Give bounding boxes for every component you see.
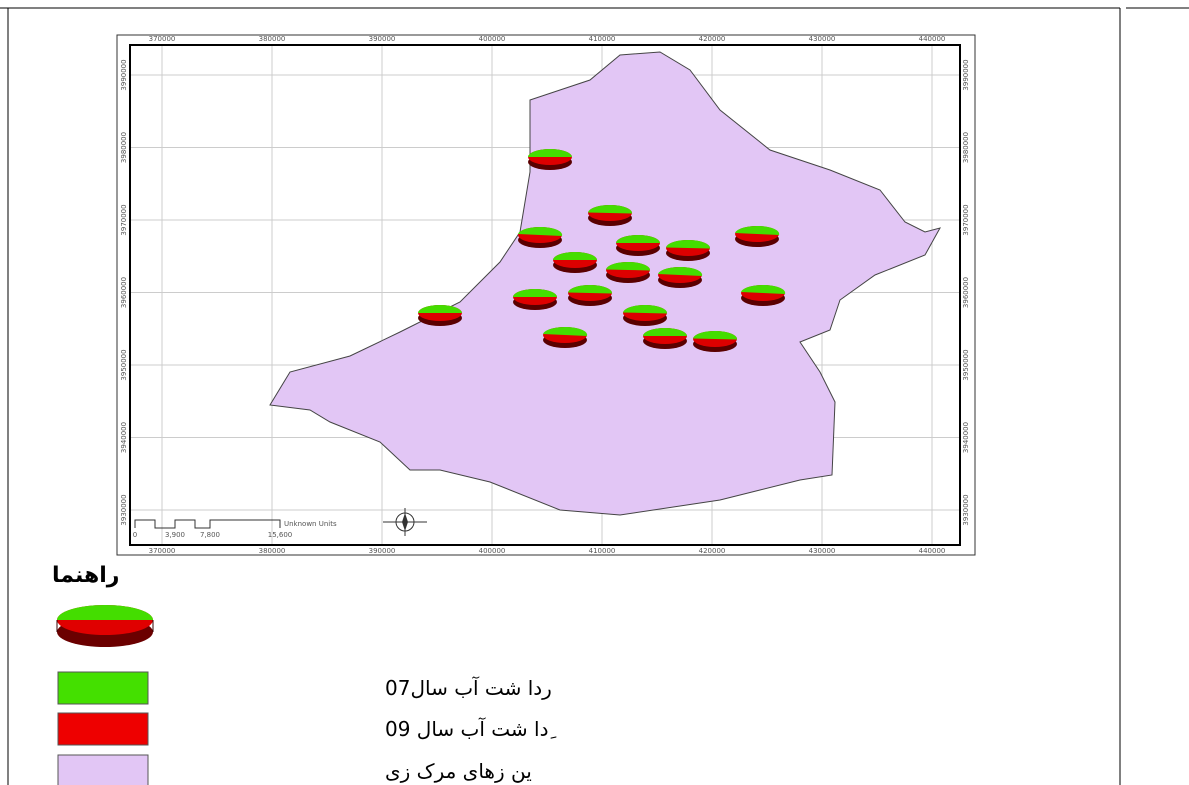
pie-symbol	[518, 226, 563, 248]
pie-symbol	[741, 284, 786, 306]
pie-green	[518, 226, 563, 236]
pie-green	[693, 330, 738, 340]
pie-green	[666, 239, 711, 249]
pie-symbol	[666, 239, 711, 261]
pie-symbol	[643, 328, 687, 349]
x-tick-label: 410000	[589, 547, 616, 555]
y-tick-label: 3990000	[120, 59, 128, 90]
pie-green	[543, 326, 588, 336]
scale-units: Unknown Units	[284, 520, 337, 528]
pie-symbol	[513, 289, 557, 310]
legend-swatch	[57, 712, 149, 746]
legend-label: ِدا شت آب سال 09	[385, 716, 557, 741]
pie-symbol	[568, 284, 613, 306]
y-tick-label: 3990000	[962, 59, 970, 90]
pie-symbol	[553, 252, 597, 273]
scale-label: 0	[133, 531, 137, 539]
x-tick-label: 370000	[149, 35, 176, 43]
y-tick-label: 3940000	[962, 422, 970, 453]
pie-green	[418, 305, 462, 313]
pie-green	[513, 289, 557, 297]
x-tick-label: 420000	[699, 547, 726, 555]
legend-title: راهنما	[52, 563, 119, 588]
pie-symbol	[588, 204, 633, 226]
x-tick-label: 440000	[919, 35, 946, 43]
legend-label: ین زهای مرک زی	[385, 759, 532, 783]
y-tick-label: 3960000	[962, 277, 970, 308]
pie-symbol	[735, 225, 780, 247]
map-frame	[129, 44, 961, 546]
x-tick-label: 390000	[369, 35, 396, 43]
pie-green	[553, 252, 597, 260]
y-tick-label: 3960000	[120, 277, 128, 308]
pie-symbol	[693, 330, 738, 352]
pie-green	[623, 304, 668, 314]
x-tick-label: 400000	[479, 547, 506, 555]
x-tick-label: 380000	[259, 35, 286, 43]
pie-green	[741, 284, 786, 294]
pie-green	[568, 284, 613, 294]
y-tick-label: 3930000	[962, 494, 970, 525]
pie-green	[616, 235, 660, 243]
y-tick-label: 3970000	[120, 204, 128, 235]
x-tick-label: 400000	[479, 35, 506, 43]
pie-green	[735, 225, 780, 235]
y-tick-label: 3980000	[120, 132, 128, 163]
pie-green	[588, 204, 633, 214]
y-tick-label: 3980000	[962, 132, 970, 163]
x-tick-label: 410000	[589, 35, 616, 43]
y-tick-label: 3950000	[962, 349, 970, 380]
x-tick-label: 390000	[369, 547, 396, 555]
pie-symbol	[543, 326, 588, 348]
pie-symbol	[623, 304, 668, 326]
pie-symbol	[616, 235, 660, 256]
legend-swatch	[57, 754, 149, 785]
x-tick-label: 430000	[809, 35, 836, 43]
scale-label: 7,800	[200, 531, 220, 539]
y-tick-label: 3930000	[120, 494, 128, 525]
pie-green	[606, 261, 651, 271]
region	[269, 51, 942, 516]
scale-label: 3,900	[165, 531, 185, 539]
x-tick-label: 440000	[919, 547, 946, 555]
scale-label: 15,600	[268, 531, 293, 539]
x-tick-label: 380000	[259, 547, 286, 555]
x-tick-label: 370000	[149, 547, 176, 555]
pie-symbol	[658, 266, 703, 288]
x-tick-label: 430000	[809, 547, 836, 555]
legend-swatch	[57, 671, 149, 705]
pie-symbols	[418, 149, 786, 352]
x-tick-label: 420000	[699, 35, 726, 43]
pie-green	[643, 328, 687, 336]
y-tick-label: 3940000	[120, 422, 128, 453]
pie-symbol	[528, 149, 572, 170]
scale-bar	[134, 519, 281, 529]
y-tick-label: 3950000	[120, 349, 128, 380]
legend-label: ردا شت آب سال07	[385, 675, 552, 700]
pie-symbol	[606, 261, 651, 283]
pie-green	[528, 149, 572, 157]
legend-pie	[56, 605, 154, 647]
pie-green	[658, 266, 703, 276]
y-tick-label: 3970000	[962, 204, 970, 235]
pie-symbol	[418, 305, 462, 326]
north-arrow	[383, 508, 427, 536]
scale-labels: 0 3,900 7,800 15,600 Unknown Units	[133, 520, 337, 539]
